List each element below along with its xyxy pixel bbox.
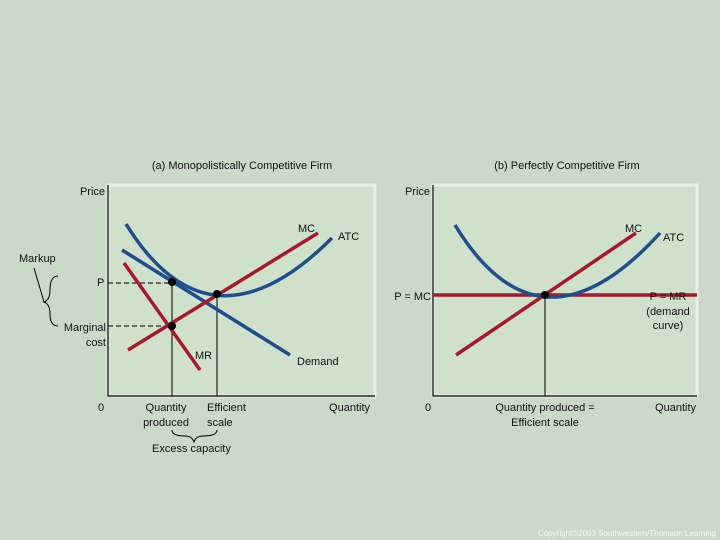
annotation: Efficient (207, 402, 246, 414)
axes (107, 185, 697, 397)
axis-label: Quantity (655, 402, 696, 414)
mc-curve (127, 231, 319, 352)
point (168, 322, 176, 330)
annotation: Excess capacity (152, 443, 231, 455)
annotation: scale (207, 417, 233, 429)
point (213, 290, 221, 298)
atc-curve (453, 224, 662, 299)
mr-curve (122, 261, 202, 372)
axis-label: Price (80, 186, 105, 198)
origin-label: 0 (425, 402, 431, 414)
axis-label: Quantity (329, 402, 370, 414)
origin-label: 0 (98, 402, 104, 414)
footer: Copyright©2003 Southwestern/Thomson Lear… (538, 529, 716, 538)
point (541, 291, 549, 299)
curve-label: MC (298, 223, 315, 235)
annotation: P = MR (650, 291, 687, 303)
curve-label: ATC (663, 232, 684, 244)
annotation: P = MC (394, 291, 431, 303)
curve-label: Demand (297, 356, 339, 368)
markup-pointer (33, 267, 45, 303)
curve-label: MC (625, 223, 642, 235)
annotation: curve) (653, 320, 684, 332)
annotation: produced (143, 417, 189, 429)
annotation: Marginal (64, 322, 106, 334)
panel-title: (b) Perfectly Competitive Firm (494, 160, 639, 172)
point (168, 278, 176, 286)
annotation: Quantity (146, 402, 187, 414)
curve-label: MR (195, 350, 212, 362)
annotation: (demand (646, 306, 689, 318)
annotation: Efficient scale (511, 417, 579, 429)
excess-brace (171, 429, 218, 444)
annotation: cost (86, 337, 106, 349)
annotation: P (97, 277, 104, 289)
axis-label: Price (405, 186, 430, 198)
annotation: Markup (19, 253, 56, 265)
annotation: Quantity produced = (495, 402, 594, 414)
plot-area (106, 183, 377, 398)
curve-label: ATC (338, 231, 359, 243)
panel-title: (a) Monopolistically Competitive Firm (152, 160, 332, 172)
plot-area (431, 183, 699, 398)
